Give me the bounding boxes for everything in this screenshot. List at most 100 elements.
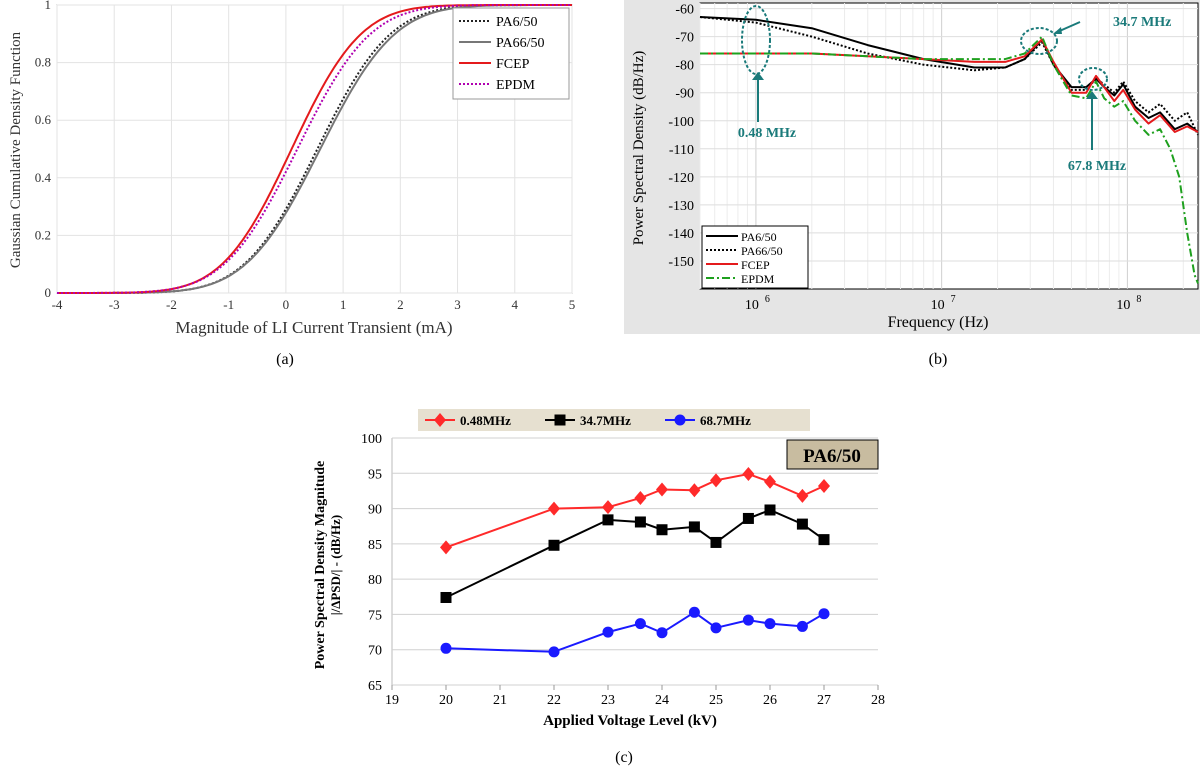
panel-a-ytick-label: 0.8 xyxy=(35,55,51,70)
panel-c-point xyxy=(656,524,668,536)
panel-b-series xyxy=(699,16,1199,284)
panel-c-xtick-label: 26 xyxy=(763,693,777,708)
panel-c-badge: PA6/50 xyxy=(803,446,861,467)
panel-a-xtick-label: 0 xyxy=(283,297,290,312)
panel-c-point xyxy=(656,482,668,497)
panel-c-point xyxy=(602,514,614,526)
panel-c-point xyxy=(656,627,668,639)
panel-c-badge-box xyxy=(786,439,879,470)
panel-b-annotations: 34.7 MHz 0.48 MHz 67.8 MHz xyxy=(738,5,1171,174)
panel-c-point xyxy=(796,488,809,503)
panel-b-ytick-label: -120 xyxy=(668,171,694,186)
panel-a-xtick-label: -2 xyxy=(166,297,177,312)
panel-c-point xyxy=(548,646,560,658)
panel-b-series-line xyxy=(700,35,1199,284)
annotation-ellipse-0-48 xyxy=(741,5,771,75)
panel-c-xtick-label: 22 xyxy=(547,693,561,708)
panel-b-xtick-exp: 8 xyxy=(1136,294,1141,305)
panel-a-ytick-label: 1 xyxy=(45,0,52,12)
panel-b-xlabel: Frequency (Hz) xyxy=(888,314,989,331)
panel-c-point xyxy=(688,483,701,498)
panel-c-ylabel-line1: Power Spectral Density Magnitude xyxy=(313,461,328,670)
panel-c-xtick-label: 21 xyxy=(493,693,507,708)
panel-c-point xyxy=(764,504,776,516)
panel-a-ticks: -4 -3 -2 -1 0 1 2 3 4 5 0 0.2 0.4 0.6 0.8 1 xyxy=(35,0,576,312)
panel-b-ytick-label: -90 xyxy=(675,87,694,102)
panel-c-grid xyxy=(391,437,879,690)
panel-b-xtick-base: 10 xyxy=(745,298,759,313)
panel-c-point xyxy=(688,521,700,533)
panel-a-xtick-label: 4 xyxy=(512,297,519,312)
panel-c-xtick-label: 27 xyxy=(817,693,831,708)
panel-c-ytick-label: 65 xyxy=(368,679,382,694)
panel-c-legend-label: 34.7MHz xyxy=(580,413,631,428)
panel-c-point xyxy=(818,534,830,546)
panel-a-legend-label: FCEP xyxy=(496,57,530,72)
annotation-ellipse-67-8 xyxy=(1078,67,1108,91)
panel-c-xtick-label: 24 xyxy=(655,693,669,708)
panel-c-ylabel-line2: |/ΔPSD/| - (dB/Hz) xyxy=(328,515,343,616)
panel-c-point xyxy=(602,626,614,638)
panel-b-legend-label: PA66/50 xyxy=(741,244,783,258)
panel-a-series-line xyxy=(57,4,572,294)
panel-c-ytick-label: 70 xyxy=(368,644,382,659)
panel-c-point xyxy=(742,466,755,481)
panel-a-xlabel: Magnitude of LI Current Transient (mA) xyxy=(175,318,452,337)
panel-a-ytick-label: 0.6 xyxy=(35,112,52,127)
annotation-label-67-8: 67.8 MHz xyxy=(1068,159,1126,174)
panel-c-xtick-label: 25 xyxy=(709,693,723,708)
panel-c-point xyxy=(818,608,830,620)
panel-b-xtick-exp: 7 xyxy=(951,294,956,305)
panel-b-ytick-label: -150 xyxy=(668,255,694,270)
panel-c-legend-marker xyxy=(554,414,566,426)
panel-c-series xyxy=(440,466,830,658)
panel-a-legend-label: PA66/50 xyxy=(496,36,545,51)
panel-c-point xyxy=(548,501,560,516)
panel-b-legend-label: FCEP xyxy=(741,258,770,272)
panel-c-point xyxy=(710,622,722,634)
panel-b-ytick-label: -60 xyxy=(675,3,694,18)
annotation-ellipse-34-7 xyxy=(1020,27,1058,55)
panel-c-ytick-label: 80 xyxy=(368,573,382,588)
panel-c: 0.48MHz 34.7MHz 68.7MHz 65 70 75 80 85 90 95 100 1… xyxy=(313,409,885,766)
panel-b-ytick-label: -110 xyxy=(669,143,694,158)
panel-c-point xyxy=(818,478,830,493)
panel-c-point xyxy=(548,539,560,551)
panel-b-ytick-label: -80 xyxy=(675,59,694,74)
panel-a-xtick-label: -1 xyxy=(223,297,234,312)
panel-c-legend-label: 0.48MHz xyxy=(460,413,511,428)
panel-c-point xyxy=(440,591,452,603)
annotation-arrowhead-0-48 xyxy=(752,72,764,80)
panel-c-point xyxy=(440,642,452,654)
panel-c-legend-marker xyxy=(674,414,686,426)
panel-c-legend-marker xyxy=(434,413,446,427)
panel-b-xtick-base: 10 xyxy=(931,298,945,313)
annotation-arrowhead-67-8 xyxy=(1086,91,1098,99)
annotation-label-0-48: 0.48 MHz xyxy=(738,126,796,141)
panel-b-legend-label: PA6/50 xyxy=(741,230,777,244)
panel-c-point xyxy=(602,500,614,515)
panel-b-ytick-label: -100 xyxy=(668,115,694,130)
annotation-label-34-7: 34.7 MHz xyxy=(1113,15,1171,30)
panel-c-legend-label: 68.7MHz xyxy=(700,413,751,428)
panel-b-xtick-exp: 6 xyxy=(765,294,770,305)
panel-c-point xyxy=(634,490,647,505)
panel-a-legend-label: EPDM xyxy=(496,78,535,93)
panel-a-xtick-label: -4 xyxy=(52,297,63,312)
panel-b-series-line xyxy=(699,16,1199,133)
panel-a-caption: (a) xyxy=(276,351,294,368)
panel-c-ticks: 65 70 75 80 85 90 95 100 19 20 21 22 23 24 25 26 27 28 xyxy=(361,432,885,708)
panel-a-xtick-label: 5 xyxy=(569,297,576,312)
panel-c-point xyxy=(742,512,754,524)
panel-a-xtick-label: 3 xyxy=(454,297,461,312)
panel-c-xtick-label: 20 xyxy=(439,693,453,708)
panel-c-ytick-label: 75 xyxy=(368,608,382,623)
panel-b-ylabel: Power Spectral Density (dB/Hz) xyxy=(631,51,647,246)
panel-a-xtick-label: 2 xyxy=(397,297,404,312)
panel-c-point xyxy=(796,518,808,530)
panel-b-ytick-label: -130 xyxy=(668,199,694,214)
annotation-arrowhead-34-7 xyxy=(1053,27,1062,34)
panel-c-ytick-label: 100 xyxy=(361,432,382,447)
